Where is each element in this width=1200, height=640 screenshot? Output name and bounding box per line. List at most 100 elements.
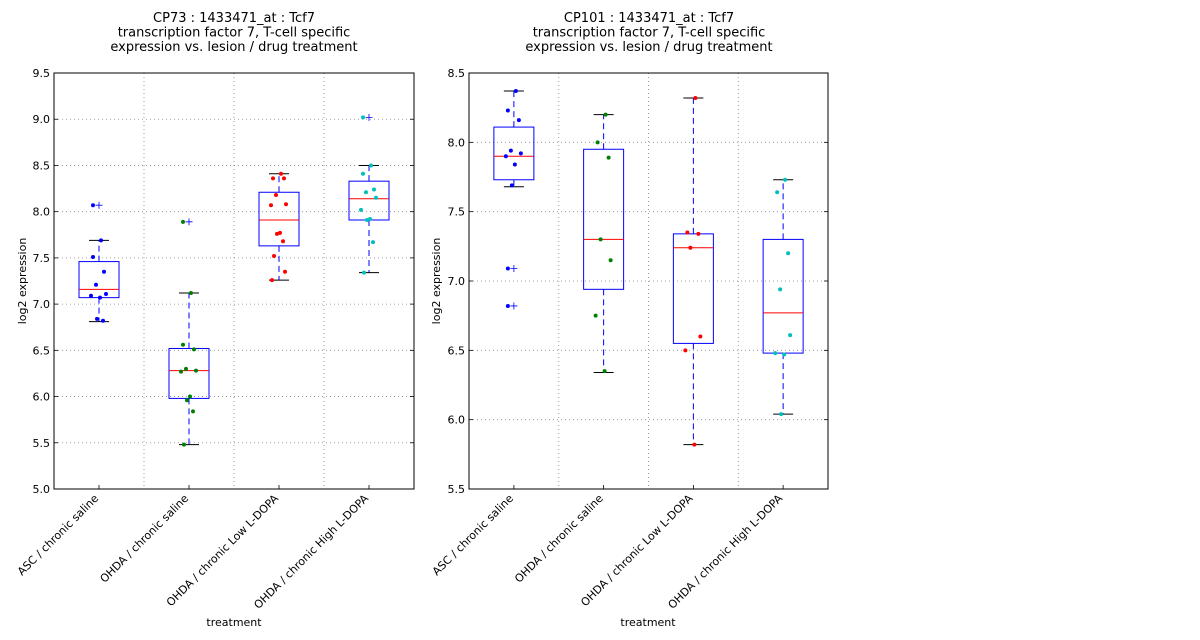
- data-point: [278, 230, 282, 235]
- iqr-box: [493, 126, 535, 181]
- data-point: [365, 217, 369, 222]
- data-point: [94, 282, 98, 287]
- data-point: [683, 348, 688, 353]
- data-point: [595, 140, 600, 145]
- box-group-1: [493, 89, 535, 310]
- data-point: [91, 203, 95, 208]
- data-point: [361, 115, 365, 120]
- data-point: [102, 269, 106, 274]
- data-point: [509, 183, 514, 188]
- data-point: [99, 238, 103, 243]
- data-point: [275, 231, 279, 236]
- y-tick-label: 9.5: [33, 67, 51, 80]
- data-point: [281, 239, 285, 244]
- data-point: [182, 442, 186, 447]
- iqr-box: [258, 191, 300, 247]
- x-axis-label: treatment: [620, 616, 676, 629]
- iqr-box: [672, 233, 714, 344]
- y-tick-label: 7.5: [448, 206, 466, 219]
- outlier-marker: [510, 265, 518, 273]
- data-point: [371, 240, 375, 245]
- data-point: [362, 270, 366, 275]
- box-group-4: [762, 177, 804, 417]
- data-point: [369, 163, 373, 168]
- data-point: [693, 95, 698, 100]
- data-point: [283, 269, 287, 274]
- iqr-box: [78, 261, 120, 299]
- x-tick-label: OHDA / chronic saline: [512, 492, 606, 586]
- data-point: [374, 195, 378, 200]
- x-tick-label: ASC / chronic saline: [15, 492, 101, 578]
- outlier-marker: [365, 113, 373, 121]
- y-tick-label: 9.0: [33, 113, 51, 126]
- data-point: [513, 89, 518, 94]
- data-point: [279, 171, 283, 176]
- x-tick-label: ASC / chronic saline: [430, 492, 516, 578]
- data-point: [181, 342, 185, 347]
- data-point: [783, 177, 788, 182]
- iqr-box: [583, 148, 625, 290]
- data-point: [698, 334, 703, 339]
- y-tick-label: 8.0: [33, 206, 51, 219]
- data-point: [364, 190, 368, 195]
- data-point: [603, 112, 608, 117]
- chart-title-line: expression vs. lesion / drug treatment: [525, 40, 772, 55]
- data-point: [284, 202, 288, 207]
- data-point: [598, 237, 603, 242]
- data-point: [696, 231, 701, 236]
- data-point: [779, 412, 784, 417]
- data-point: [189, 291, 193, 296]
- data-point: [359, 207, 363, 212]
- y-tick-label: 6.5: [448, 344, 466, 357]
- data-point: [104, 291, 108, 296]
- data-point: [685, 230, 690, 235]
- data-point: [95, 316, 99, 321]
- y-tick-label: 7.5: [33, 252, 51, 265]
- data-point: [775, 190, 780, 195]
- y-tick-label: 5.0: [33, 483, 51, 496]
- iqr-box: [348, 180, 390, 221]
- data-point: [518, 151, 523, 156]
- axes-frame: [53, 72, 415, 490]
- data-point: [593, 313, 598, 318]
- axes-frame: [468, 72, 829, 490]
- data-point: [192, 347, 196, 352]
- data-point: [191, 409, 195, 414]
- data-point: [516, 118, 521, 123]
- data-point: [505, 266, 510, 271]
- y-tick-label: 8.5: [448, 67, 466, 80]
- y-tick-label: 5.5: [448, 483, 466, 496]
- data-point: [505, 108, 510, 113]
- data-point: [179, 369, 183, 374]
- chart-title-line: transcription factor 7, T-cell specific: [533, 26, 766, 41]
- box-group-2: [583, 112, 625, 374]
- data-point: [608, 258, 613, 263]
- y-tick-label: 8.5: [33, 159, 51, 172]
- data-point: [270, 278, 274, 283]
- x-tick-label: OHDA / chronic saline: [98, 492, 192, 586]
- data-point: [786, 251, 791, 256]
- data-point: [184, 366, 188, 371]
- iqr-box: [762, 238, 804, 354]
- data-point: [688, 245, 693, 250]
- data-point: [188, 394, 192, 399]
- y-tick-label: 7.0: [33, 298, 51, 311]
- data-point: [101, 318, 105, 323]
- chart-title-line: CP101 : 1433471_at : Tcf7: [564, 11, 734, 26]
- data-point: [368, 217, 372, 222]
- data-point: [773, 351, 778, 356]
- data-point: [508, 148, 513, 153]
- box-group-4: [348, 113, 390, 275]
- x-axis-label: treatment: [206, 616, 262, 629]
- outlier-marker: [185, 218, 193, 226]
- data-point: [782, 352, 787, 357]
- data-point: [692, 442, 697, 447]
- y-tick-label: 8.0: [448, 136, 466, 149]
- outlier-marker: [95, 201, 103, 209]
- iqr-box: [168, 347, 210, 399]
- y-tick-label: 5.5: [33, 437, 51, 450]
- data-point: [98, 295, 102, 300]
- box-group-1: [78, 201, 120, 323]
